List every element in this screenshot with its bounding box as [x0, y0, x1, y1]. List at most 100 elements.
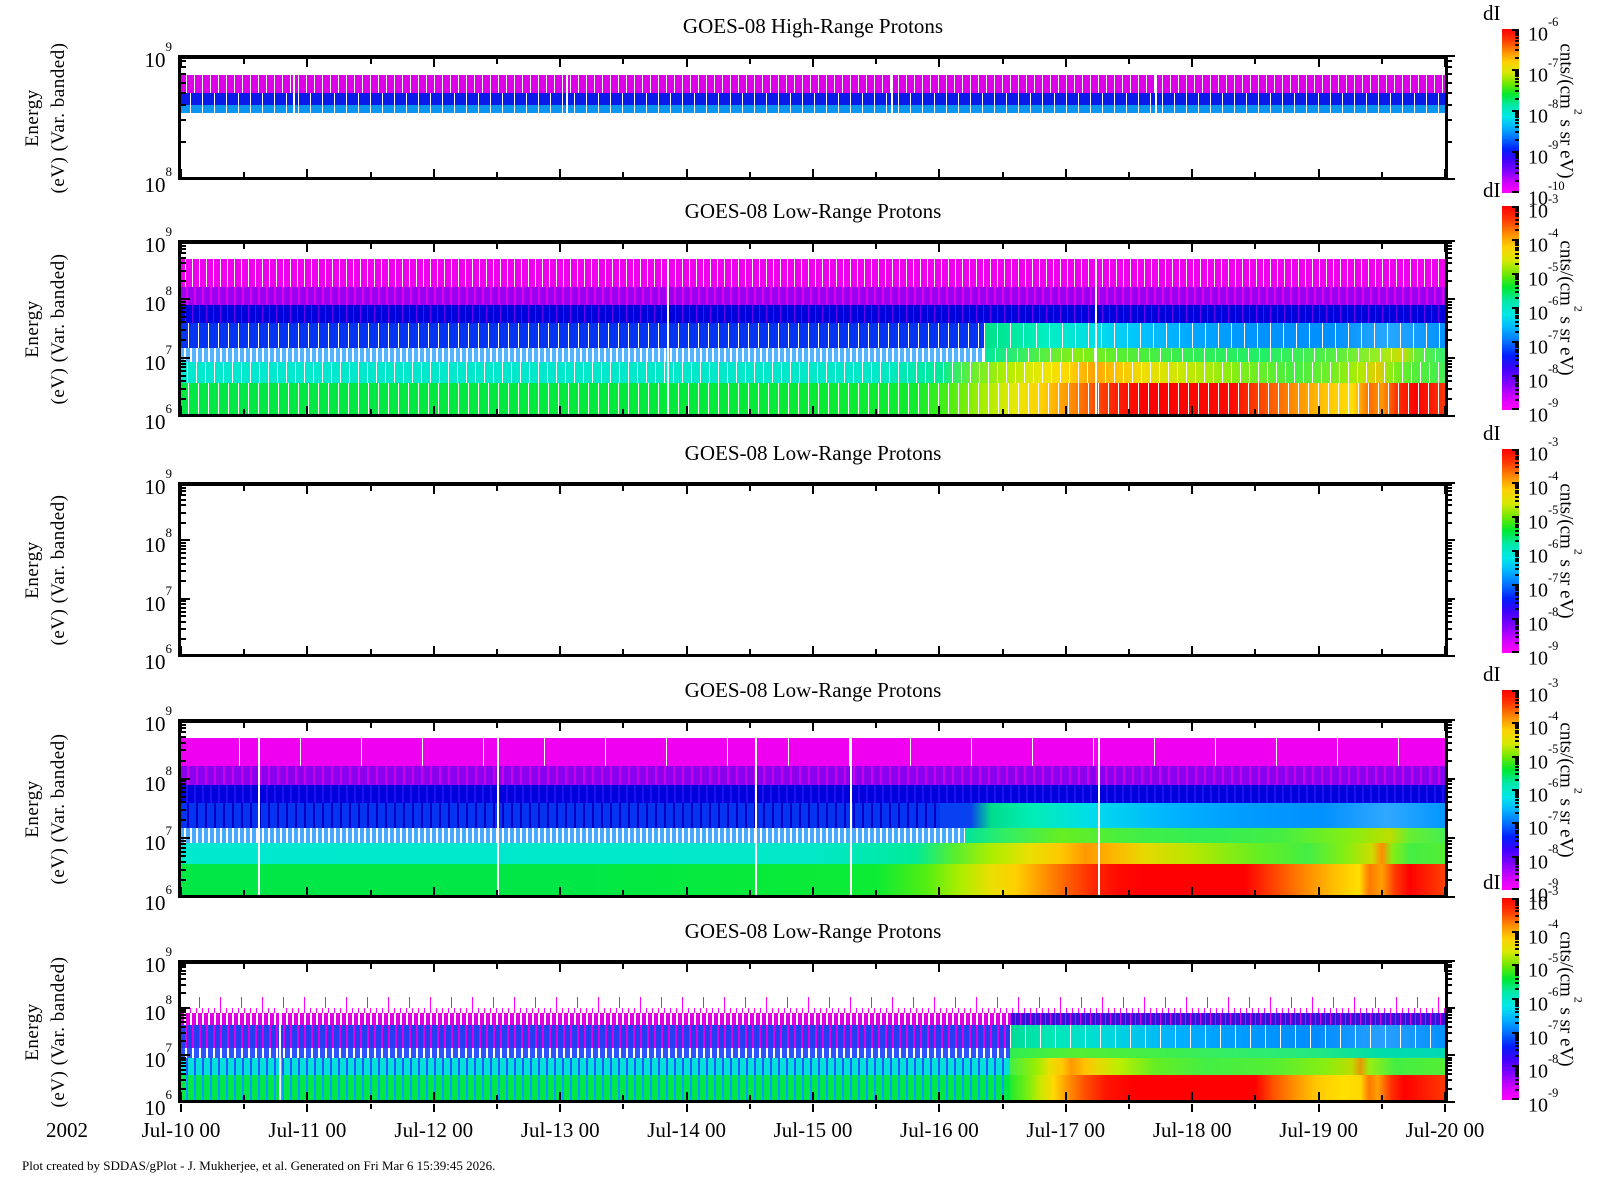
- x-tick-mark: [1064, 723, 1067, 731]
- spectrogram-band: [178, 842, 1448, 864]
- y-tick-mark: [181, 615, 186, 618]
- y-tick-mark: [181, 490, 186, 493]
- x-tick-mark: [306, 964, 309, 972]
- y-tick-mark: [181, 655, 190, 657]
- y-tick-mark: [1448, 1101, 1455, 1103]
- x-tick-mark: [1128, 172, 1130, 177]
- y-tick-mark: [181, 370, 186, 373]
- colorbar-tick-mark: [1515, 563, 1519, 566]
- colorbar-tick-mark: [1515, 920, 1519, 923]
- x-tick-mark: [432, 1092, 435, 1100]
- y-tick-mark: [1448, 615, 1452, 618]
- spectrogram-band: [178, 362, 1448, 383]
- spectrogram-band: [984, 347, 1448, 363]
- y-tick-mark: [181, 328, 186, 331]
- data-dropout-line: [890, 55, 893, 180]
- colorbar-tick-mark: [1515, 1082, 1519, 1085]
- x-axis-day-label: Jul-10 00: [141, 1118, 221, 1142]
- colorbar-unit-label: cnts/(cm2 s sr eV): [1546, 29, 1586, 193]
- colorbar-tick-mark: [1515, 940, 1519, 943]
- x-tick-mark: [1001, 723, 1004, 728]
- x-tick-mark: [369, 59, 372, 64]
- x-tick-mark: [812, 1092, 814, 1100]
- data-dropout-line: [667, 240, 670, 417]
- x-tick-mark: [432, 646, 435, 654]
- y-axis-label-text: Energy (eV) (Var. banded): [20, 253, 72, 404]
- spectrogram-band: [178, 738, 1448, 767]
- colorbar-tick-mark: [1515, 727, 1519, 730]
- y-tick-label: 109: [144, 466, 172, 499]
- colorbar-unit-label: cnts/(cm2 s sr eV): [1546, 690, 1586, 890]
- x-tick-mark: [1254, 59, 1257, 64]
- x-tick-mark: [748, 964, 751, 969]
- x-axis-tick-mark: [622, 1104, 625, 1109]
- y-tick-mark: [181, 1017, 186, 1020]
- x-tick-mark: [1380, 1095, 1383, 1100]
- x-axis-tick-mark: [1128, 1104, 1130, 1109]
- y-tick-mark: [1448, 731, 1452, 734]
- x-tick-mark: [1064, 964, 1067, 972]
- x-tick-mark: [938, 486, 941, 494]
- y-tick-mark: [1448, 366, 1452, 369]
- x-tick-mark: [243, 172, 246, 177]
- band-texture: [178, 1047, 1010, 1058]
- colorbar-tick-mark: [1515, 857, 1519, 860]
- y-tick-mark: [181, 790, 186, 793]
- x-tick-mark: [1444, 646, 1446, 654]
- x-tick-mark: [1444, 59, 1446, 67]
- colorbar-tick-mark: [1515, 34, 1519, 37]
- colorbar-tick-mark: [1515, 567, 1519, 570]
- x-tick-mark: [432, 169, 435, 177]
- y-tick-mark: [181, 511, 186, 514]
- x-tick-mark: [1191, 169, 1194, 177]
- y-tick-mark: [1448, 840, 1452, 843]
- colorbar-tick-mark: [1515, 865, 1519, 868]
- colorbar-tick-mark: [1515, 792, 1519, 795]
- y-tick-mark: [1448, 719, 1455, 721]
- colorbar-tick-mark: [1515, 376, 1519, 379]
- colorbar-tick-mark: [1515, 799, 1519, 802]
- spectrogram-band: [178, 75, 1448, 93]
- y-tick-mark: [1448, 969, 1452, 972]
- colorbar-title: dI: [1483, 662, 1501, 686]
- colorbar-tick-mark: [1515, 900, 1519, 903]
- y-tick-mark: [1448, 1073, 1452, 1076]
- x-tick-mark: [875, 1095, 878, 1100]
- y-tick-mark: [1448, 1068, 1452, 1071]
- colorbar-tick-mark: [1515, 739, 1519, 742]
- x-tick-mark: [1444, 1092, 1446, 1100]
- colorbar-tick-mark: [1515, 907, 1519, 910]
- colorbar-tick-label: 10-9: [1528, 1085, 1559, 1117]
- x-tick-mark: [369, 244, 372, 249]
- x-tick-mark: [1064, 646, 1067, 654]
- colorbar-tick-mark: [1515, 218, 1519, 221]
- x-tick-mark: [180, 486, 182, 494]
- y-tick-label: 106: [144, 401, 172, 434]
- colorbar-tick-mark: [1515, 521, 1519, 524]
- colorbar-tick-mark: [1515, 210, 1519, 213]
- x-tick-mark: [1254, 723, 1257, 728]
- colorbar-tick-mark: [1515, 489, 1519, 492]
- x-tick-mark: [622, 1095, 625, 1100]
- colorbar-tick-label: 10-8: [1528, 842, 1559, 874]
- y-tick-mark: [181, 55, 190, 57]
- y-axis-label: Energy (eV) (Var. banded): [8, 482, 84, 657]
- y-tick-mark: [1448, 339, 1452, 342]
- y-axis-label-line: (eV) (Var. banded): [48, 253, 69, 404]
- y-tick-mark: [1448, 1031, 1452, 1034]
- y-tick-mark: [181, 374, 186, 377]
- colorbar-tick-mark: [1515, 706, 1519, 709]
- colorbar-tick-label: 10-3: [1528, 675, 1559, 707]
- colorbar-tick-mark: [1515, 330, 1519, 333]
- colorbar-tick-label: 10-8: [1528, 604, 1559, 636]
- y-tick-mark: [1448, 556, 1452, 559]
- colorbar-tick-mark: [1515, 635, 1519, 638]
- y-tick-mark: [181, 1008, 186, 1011]
- x-axis-tick-mark: [1380, 1104, 1383, 1109]
- y-tick-mark: [1448, 498, 1452, 501]
- y-tick-mark: [181, 603, 186, 606]
- data-dropout-line: [292, 55, 295, 180]
- x-tick-mark: [432, 406, 435, 414]
- colorbar-tick-mark: [1515, 382, 1519, 385]
- x-tick-mark: [243, 486, 246, 491]
